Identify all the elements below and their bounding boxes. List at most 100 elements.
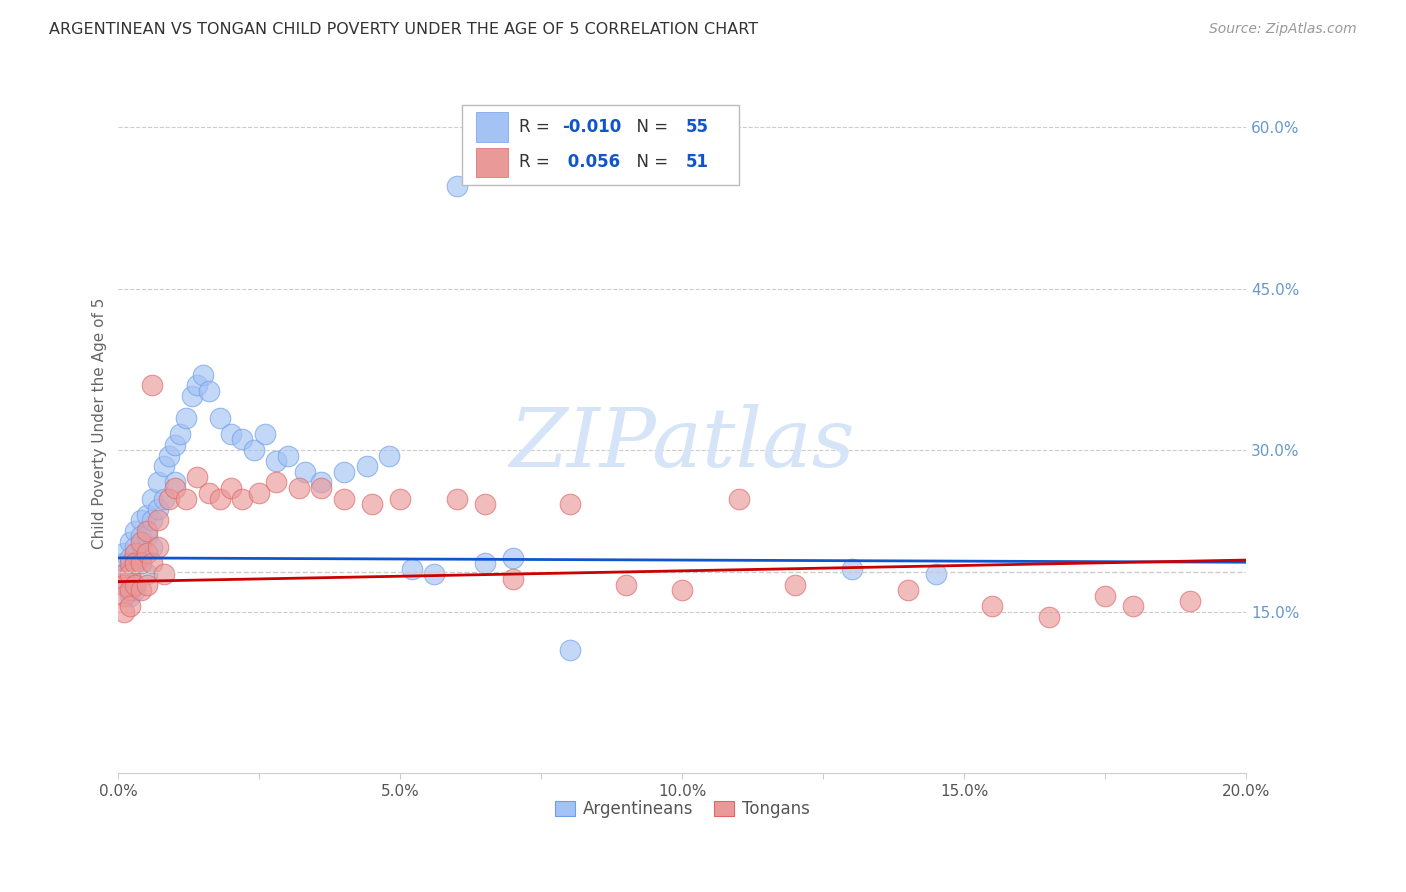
Point xyxy=(502,550,524,565)
Point xyxy=(502,573,524,587)
Point xyxy=(333,491,356,506)
Point xyxy=(118,534,141,549)
Point xyxy=(558,497,581,511)
Point xyxy=(174,410,197,425)
Point xyxy=(112,578,135,592)
Point xyxy=(311,481,333,495)
Point xyxy=(124,556,146,570)
Point xyxy=(129,529,152,543)
Text: R =: R = xyxy=(519,118,555,136)
Point xyxy=(112,567,135,582)
Point xyxy=(124,556,146,570)
Point xyxy=(146,502,169,516)
Point xyxy=(254,427,277,442)
Point xyxy=(288,481,311,495)
Point xyxy=(474,556,496,570)
Point xyxy=(191,368,214,382)
Point xyxy=(231,433,253,447)
Point xyxy=(112,589,135,603)
Point xyxy=(266,454,288,468)
Point xyxy=(727,491,749,506)
Point xyxy=(242,443,264,458)
Text: -0.010: -0.010 xyxy=(561,118,621,136)
Point xyxy=(124,578,146,592)
Text: ARGENTINEAN VS TONGAN CHILD POVERTY UNDER THE AGE OF 5 CORRELATION CHART: ARGENTINEAN VS TONGAN CHILD POVERTY UNDE… xyxy=(49,22,758,37)
Point xyxy=(446,179,468,194)
Point xyxy=(1038,610,1060,624)
FancyBboxPatch shape xyxy=(463,104,738,185)
Point xyxy=(423,567,446,582)
Text: 55: 55 xyxy=(686,118,709,136)
Point xyxy=(671,583,693,598)
Point xyxy=(146,475,169,490)
Point xyxy=(219,427,242,442)
Point xyxy=(361,497,384,511)
Point xyxy=(311,475,333,490)
Point xyxy=(186,378,208,392)
Point xyxy=(1122,599,1144,614)
FancyBboxPatch shape xyxy=(477,148,508,178)
Point xyxy=(135,567,157,582)
Point xyxy=(163,475,186,490)
Point xyxy=(118,589,141,603)
Point xyxy=(141,556,163,570)
Point xyxy=(169,427,191,442)
Point xyxy=(135,545,157,559)
Point xyxy=(129,550,152,565)
Point xyxy=(112,545,135,559)
Point xyxy=(129,534,152,549)
Point xyxy=(446,491,468,506)
Point xyxy=(157,449,180,463)
Point xyxy=(141,378,163,392)
Point xyxy=(141,491,163,506)
Point xyxy=(112,605,135,619)
Point xyxy=(118,599,141,614)
Text: Source: ZipAtlas.com: Source: ZipAtlas.com xyxy=(1209,22,1357,37)
Point xyxy=(614,578,637,592)
Point xyxy=(231,491,253,506)
Point xyxy=(135,508,157,522)
Point xyxy=(141,513,163,527)
Point xyxy=(118,583,141,598)
Point xyxy=(135,524,157,538)
FancyBboxPatch shape xyxy=(477,112,508,142)
Legend: Argentineans, Tongans: Argentineans, Tongans xyxy=(548,793,817,824)
Y-axis label: Child Poverty Under the Age of 5: Child Poverty Under the Age of 5 xyxy=(93,298,107,549)
Text: R =: R = xyxy=(519,153,555,171)
Point xyxy=(208,410,231,425)
Point xyxy=(219,481,242,495)
Point xyxy=(558,642,581,657)
Point xyxy=(118,556,141,570)
Point xyxy=(124,524,146,538)
Text: ZIPatlas: ZIPatlas xyxy=(509,404,855,484)
Point xyxy=(249,486,271,500)
Point xyxy=(897,583,920,598)
Point xyxy=(981,599,1004,614)
Point xyxy=(1094,589,1116,603)
Point xyxy=(333,465,356,479)
Point xyxy=(180,389,202,403)
Point xyxy=(925,567,948,582)
Point xyxy=(118,550,141,565)
Point xyxy=(277,449,299,463)
Point xyxy=(785,578,807,592)
Point xyxy=(356,459,378,474)
Point xyxy=(197,384,219,398)
Point xyxy=(163,438,186,452)
Point xyxy=(118,567,141,582)
Text: 51: 51 xyxy=(686,153,709,171)
Point xyxy=(294,465,316,479)
Point xyxy=(118,573,141,587)
Point xyxy=(841,562,863,576)
Point xyxy=(129,583,152,598)
Text: 0.056: 0.056 xyxy=(561,153,620,171)
Point xyxy=(135,529,157,543)
Point xyxy=(266,475,288,490)
Point xyxy=(141,540,163,554)
Point xyxy=(152,491,174,506)
Text: N =: N = xyxy=(626,153,673,171)
Point xyxy=(163,481,186,495)
Point xyxy=(124,545,146,559)
Point xyxy=(124,583,146,598)
Point xyxy=(146,540,169,554)
